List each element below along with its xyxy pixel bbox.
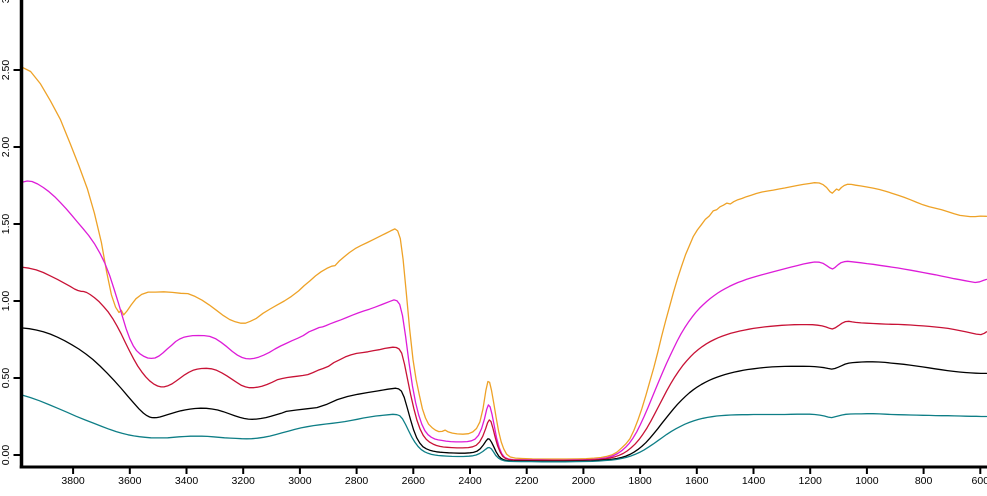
x-tick-label: 600 (972, 475, 987, 487)
x-tick-label: 2200 (515, 475, 539, 487)
x-tick-label: 2600 (402, 475, 426, 487)
y-tick-label: 3.00 (0, 0, 12, 3)
x-tick-label: 1200 (799, 475, 823, 487)
y-tick-label: 1.00 (0, 291, 12, 312)
y-tick-label: 0.50 (0, 368, 12, 389)
x-tick-label: 3800 (61, 475, 85, 487)
series-black-line (20, 327, 987, 462)
series-orange-line (20, 66, 987, 460)
x-tick-label: 3600 (118, 475, 142, 487)
x-tick-label: 2000 (572, 475, 596, 487)
y-tick-label: 2.00 (0, 137, 12, 158)
x-tick-label: 1800 (628, 475, 652, 487)
x-tick-label: 1400 (742, 475, 766, 487)
y-tick-label: 0.00 (0, 445, 12, 466)
series-magenta-line (20, 180, 987, 461)
x-tick-label: 3200 (232, 475, 256, 487)
y-tick-label: 1.50 (0, 214, 12, 235)
series-red-line (20, 266, 987, 462)
x-tick-label: 800 (915, 475, 933, 487)
x-tick-label: 3400 (175, 475, 199, 487)
x-tick-label: 2800 (345, 475, 369, 487)
y-tick-label: 2.50 (0, 60, 12, 81)
series-teal-line (20, 394, 987, 463)
x-tick-label: 1600 (685, 475, 709, 487)
x-tick-label: 2400 (458, 475, 482, 487)
x-tick-label: 1000 (855, 475, 879, 487)
x-tick-label: 3000 (288, 475, 312, 487)
